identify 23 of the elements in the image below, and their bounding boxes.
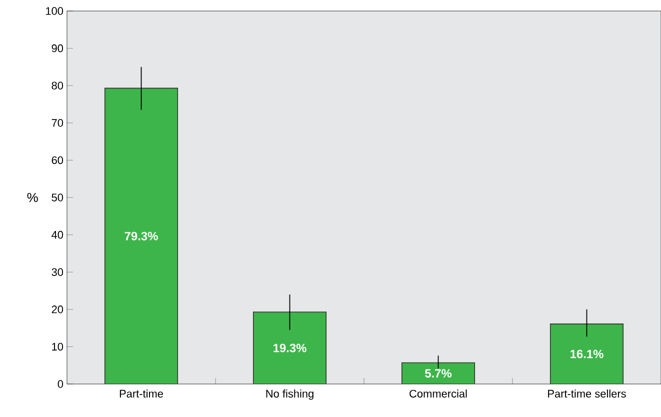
y-tick-label: 70	[52, 119, 64, 127]
y-tick-label: 10	[52, 342, 64, 351]
data-label: 5.7%	[425, 369, 452, 378]
y-tick-label: 40	[52, 230, 64, 239]
y-tick-label: 90	[52, 44, 64, 52]
data-label: 79.3%	[124, 232, 158, 240]
x-tick-label: No fishing	[266, 390, 314, 400]
y-tick-label: 30	[52, 268, 64, 276]
bar	[252, 312, 327, 384]
bar	[550, 324, 624, 384]
x-tick-label: Part-time	[120, 390, 163, 398]
y-axis-title: %	[27, 192, 38, 202]
data-label: 16.1%	[570, 350, 604, 358]
bar	[104, 88, 178, 384]
y-tick-label: 100	[46, 7, 64, 15]
y-tick-label: 60	[52, 156, 64, 164]
y-tick-label: 80	[52, 82, 64, 90]
x-tick-label: Commercial	[410, 390, 467, 398]
y-tick-label: 20	[52, 306, 64, 314]
x-tick-label: Part-time sellers	[548, 390, 626, 398]
y-tick-label: 0	[58, 380, 64, 388]
data-label: 19.3%	[274, 344, 306, 352]
y-tick-label: 50	[52, 194, 64, 202]
